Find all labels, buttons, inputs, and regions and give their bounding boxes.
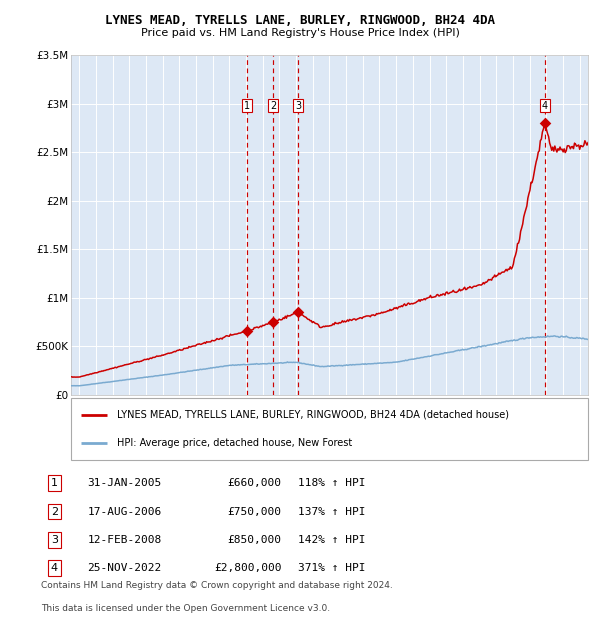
- Text: 4: 4: [542, 100, 548, 110]
- Text: £850,000: £850,000: [227, 535, 281, 545]
- Text: 1: 1: [51, 478, 58, 488]
- Text: This data is licensed under the Open Government Licence v3.0.: This data is licensed under the Open Gov…: [41, 604, 330, 613]
- Text: HPI: Average price, detached house, New Forest: HPI: Average price, detached house, New …: [118, 438, 353, 448]
- Point: [268, 317, 278, 327]
- Point: [540, 118, 550, 128]
- Text: 12-FEB-2008: 12-FEB-2008: [88, 535, 161, 545]
- Text: 137% ↑ HPI: 137% ↑ HPI: [298, 507, 365, 516]
- Text: 25-NOV-2022: 25-NOV-2022: [88, 563, 161, 574]
- Point: [293, 308, 303, 317]
- Text: 2: 2: [51, 507, 58, 516]
- Text: Price paid vs. HM Land Registry's House Price Index (HPI): Price paid vs. HM Land Registry's House …: [140, 28, 460, 38]
- Text: LYNES MEAD, TYRELLS LANE, BURLEY, RINGWOOD, BH24 4DA: LYNES MEAD, TYRELLS LANE, BURLEY, RINGWO…: [105, 14, 495, 27]
- FancyBboxPatch shape: [71, 398, 588, 460]
- Text: £750,000: £750,000: [227, 507, 281, 516]
- Text: LYNES MEAD, TYRELLS LANE, BURLEY, RINGWOOD, BH24 4DA (detached house): LYNES MEAD, TYRELLS LANE, BURLEY, RINGWO…: [118, 410, 509, 420]
- Text: 31-JAN-2005: 31-JAN-2005: [88, 478, 161, 488]
- Text: £660,000: £660,000: [227, 478, 281, 488]
- Point: [242, 326, 252, 336]
- Text: 4: 4: [51, 563, 58, 574]
- Text: 2: 2: [270, 100, 276, 110]
- Text: 371% ↑ HPI: 371% ↑ HPI: [298, 563, 365, 574]
- Text: 1: 1: [244, 100, 250, 110]
- Text: 3: 3: [51, 535, 58, 545]
- Text: 142% ↑ HPI: 142% ↑ HPI: [298, 535, 365, 545]
- Text: 118% ↑ HPI: 118% ↑ HPI: [298, 478, 365, 488]
- Text: 3: 3: [295, 100, 301, 110]
- Text: Contains HM Land Registry data © Crown copyright and database right 2024.: Contains HM Land Registry data © Crown c…: [41, 581, 392, 590]
- Text: 17-AUG-2006: 17-AUG-2006: [88, 507, 161, 516]
- Text: £2,800,000: £2,800,000: [214, 563, 281, 574]
